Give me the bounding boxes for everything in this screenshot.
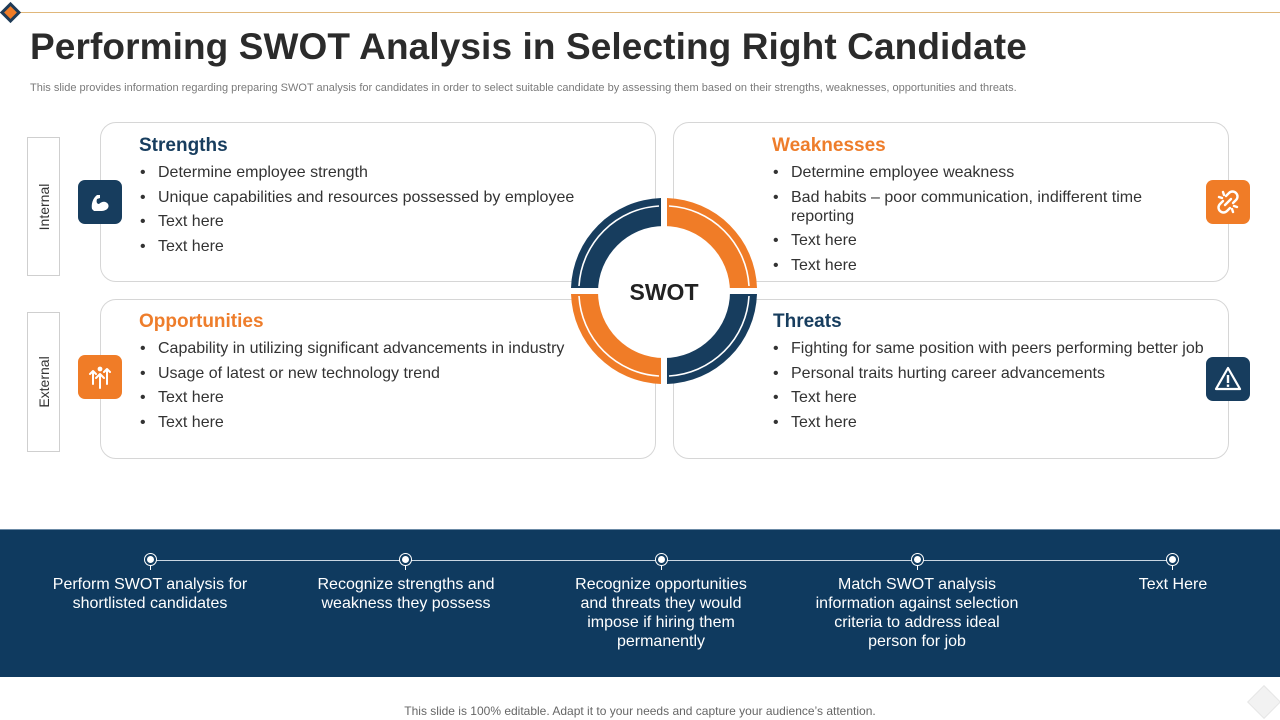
timeline-marker [145,554,156,570]
swot-ring [571,198,757,384]
list-item: Unique capabilities and resources posses… [139,188,579,207]
warning-triangle-icon [1214,366,1242,391]
external-label-text: External [35,356,52,408]
growth-arrows-icon [89,366,111,389]
strengths-list: Determine employee strength Unique capab… [139,163,579,261]
process-band-top-line [0,529,1280,530]
list-item: Determine employee strength [139,163,579,182]
list-item: Text here [772,388,1212,407]
list-item: Usage of latest or new technology trend [139,364,579,383]
internal-label-text: Internal [35,183,52,230]
process-step: Recognize strengths and weakness they po… [317,576,495,612]
opportunities-list: Capability in utilizing significant adva… [139,339,579,437]
corner-logo-diamond [0,1,22,24]
ring-segment-threats [667,294,757,384]
timeline-marker [400,554,411,570]
opportunities-icon-box [78,355,122,399]
process-step: Recognize opportunities and threats they… [575,576,747,650]
flexed-arm-icon [91,195,109,211]
weaknesses-list: Determine employee weakness Bad habits –… [772,163,1172,280]
external-label: External [27,312,60,452]
timeline-marker [656,554,667,570]
timeline-marker [912,554,923,570]
list-item: Text here [772,256,1172,275]
list-item: Text here [139,212,579,231]
list-item: Text here [139,413,579,432]
threats-icon-box [1206,357,1250,401]
process-step: Text Here [1138,576,1208,593]
list-item: Bad habits – poor communication, indiffe… [772,188,1172,226]
internal-label: Internal [27,137,60,276]
process-step: Match SWOT analysis information against … [815,576,1019,650]
list-item: Text here [139,388,579,407]
ring-segment-opportunities [571,294,661,384]
list-item: Text here [772,231,1172,250]
strengths-icon-box [78,180,122,224]
ring-segment-strengths [571,198,661,288]
process-step: Perform SWOT analysis for shortlisted ca… [52,576,248,612]
swot-center-label: SWOT [598,226,730,358]
weaknesses-icon-box [1206,180,1250,224]
list-item: Text here [772,413,1212,432]
timeline-marker [1167,554,1178,570]
strengths-heading: Strengths [139,135,228,156]
ring-segment-weaknesses [667,198,757,288]
broken-chain-icon [1217,190,1239,214]
top-rule [14,12,1280,13]
page-title: Performing SWOT Analysis in Selecting Ri… [30,26,1027,67]
process-band [0,529,1280,677]
page-subtitle: This slide provides information regardin… [30,82,1017,94]
list-item: Determine employee weakness [772,163,1172,182]
footer-note: This slide is 100% editable. Adapt it to… [404,704,876,718]
weaknesses-heading: Weaknesses [772,135,886,156]
threats-heading: Threats [773,311,842,332]
list-item: Text here [139,237,579,256]
list-item: Capability in utilizing significant adva… [139,339,579,358]
list-item: Fighting for same position with peers pe… [772,339,1212,358]
threats-list: Fighting for same position with peers pe… [772,339,1212,437]
opportunities-heading: Opportunities [139,311,264,332]
list-item: Personal traits hurting career advanceme… [772,364,1212,383]
